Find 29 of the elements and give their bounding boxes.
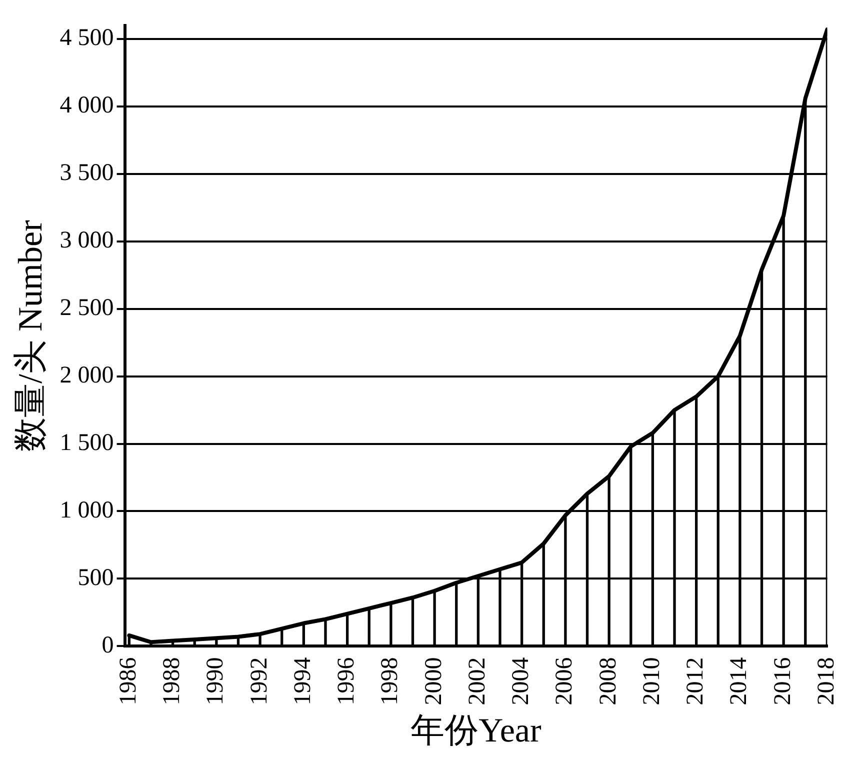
y-tick-label: 3 500 (60, 160, 114, 186)
y-tick-label: 3 000 (60, 228, 114, 254)
x-tick-label: 1998 (377, 657, 404, 706)
y-tick-label: 4 000 (60, 92, 114, 119)
x-tick-label: 2006 (552, 657, 578, 706)
x-tick-label: 2010 (638, 657, 665, 706)
y-axis-title: 数量/头 Number (12, 219, 50, 452)
x-tick-label: 1990 (202, 657, 229, 706)
y-tick-label: 500 (78, 565, 114, 592)
y-tick-label: 4 500 (60, 25, 114, 52)
x-tick-label: 2008 (595, 657, 622, 706)
x-tick-label: 2016 (770, 657, 796, 706)
x-tick-label: 2004 (508, 657, 534, 706)
x-tick-label: 1996 (334, 657, 360, 706)
x-tick-label: 2014 (726, 657, 752, 706)
y-tick-label: 2 500 (60, 295, 114, 322)
x-tick-label: 2000 (420, 657, 447, 706)
x-axis-title: 年份Year (410, 712, 542, 750)
x-tick-label: 2002 (464, 657, 490, 706)
x-tick-label: 1994 (290, 657, 316, 706)
y-tick-label: 2 000 (60, 362, 114, 389)
x-tick-label: 1988 (159, 657, 186, 706)
x-tick-label: 1992 (246, 657, 272, 706)
x-tick-label: 1986 (115, 657, 142, 706)
y-tick-label: 0 (102, 632, 114, 658)
y-tick-label: 1 500 (60, 430, 114, 456)
y-tick-label: 1 000 (60, 498, 114, 524)
x-tick-label: 2012 (682, 657, 709, 706)
x-tick-label: 2018 (813, 657, 840, 706)
